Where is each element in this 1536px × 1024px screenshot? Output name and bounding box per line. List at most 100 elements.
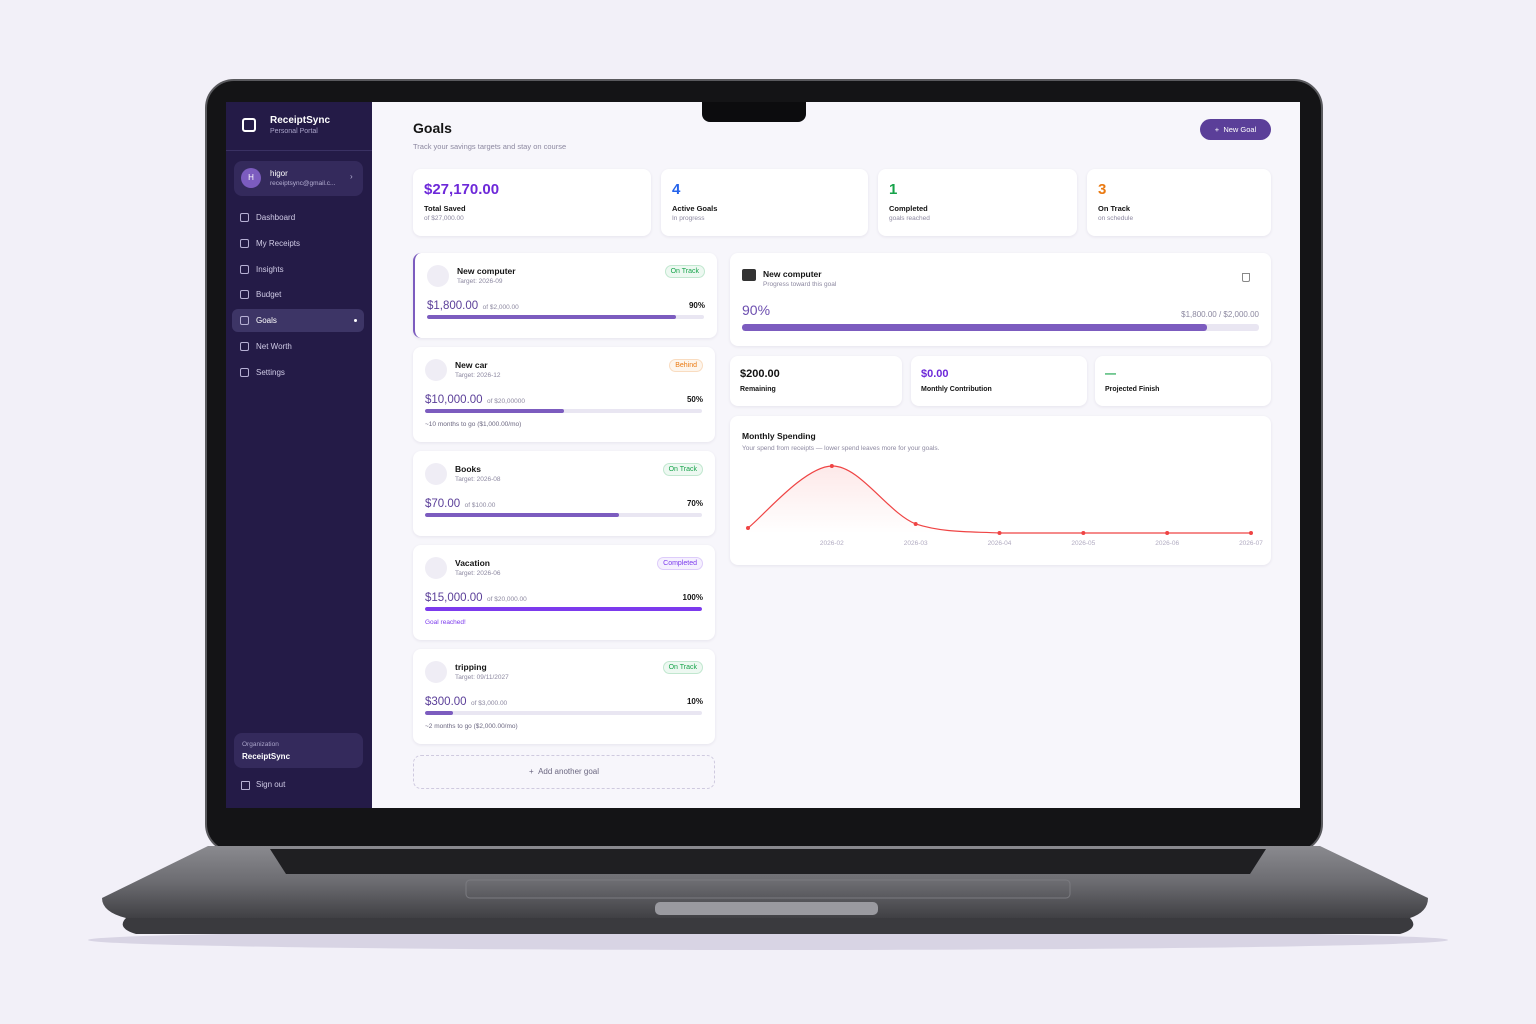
org-name: ReceiptSync [242,752,291,761]
screen: ReceiptSync Personal Portal H higor rece… [226,102,1300,808]
nav-label: Settings [256,367,285,377]
stat-card: $27,170.00 Total Saved of $27,000.00 [413,169,651,236]
goal-card[interactable]: Vacation Target: 2026-06 Completed $15,000.… [413,545,715,640]
sign-out[interactable]: Sign out [256,780,286,789]
goal-saved: $300.00 [425,696,467,708]
goal-amount: $300.00 of $3,000.00 [425,692,507,710]
stat-sub: In progress [672,215,705,222]
nav-label: Insights [256,264,284,274]
goal-track [425,513,702,517]
nav-item[interactable]: Net Worth [232,335,364,358]
stat-sub: goals reached [889,215,930,222]
goal-progress [427,315,677,319]
stat-value: 4 [672,181,681,198]
stat-value: $27,170.00 [424,181,500,198]
user-name: higor [270,169,288,178]
nav-item[interactable]: Dashboard [232,206,364,229]
nav-item[interactable]: Goals [232,309,364,333]
goal-card[interactable]: New computer Target: 2026-09 On Track $1,80… [413,253,717,338]
metric-label: Remaining [740,386,776,393]
stat-card: 4 Active Goals In progress [661,169,868,236]
point [913,521,918,526]
nav-item[interactable]: Insights [232,258,364,281]
detail-percent: 90% [742,302,771,318]
goal-card[interactable]: tripping Target: 09/11/2027 On Track $300.0… [413,649,715,744]
goal-progress [425,711,453,715]
nav-icon [240,238,249,248]
delete-icon[interactable] [1242,273,1250,282]
chart: 2026-02 2026-03 2026-04 2026-05 2026-06 2026-… [746,464,1263,547]
brand: ReceiptSync [270,115,331,126]
goal-progress [425,409,564,413]
metric-card: $200.00 Remaining [730,356,902,406]
detail-sub: Progress toward this goal [763,281,837,288]
goal-name: tripping [455,662,487,672]
goal-percent: 10% [686,697,703,706]
brand-sub: Personal Portal [270,128,318,135]
detail-card: New computer Progress toward this goal 9… [730,253,1271,346]
area [748,465,1251,533]
metric-value: — [1105,368,1116,380]
goal-name: Vacation [455,558,490,568]
goal-target: Target: 2026-08 [455,476,501,483]
detail-name: New computer [763,269,822,279]
new-goal-button[interactable]: + New Goal [1200,119,1271,140]
sign-out-icon [241,781,250,790]
goal-percent: 70% [686,499,703,508]
goal-of: of $3,000.00 [471,700,508,707]
goal-saved: $10,000.00 [425,394,483,406]
x-tick-label: 2026-03 [904,540,928,547]
stat-value: 1 [889,181,898,198]
goal-target: Target: 2026-09 [457,278,503,285]
goal-card[interactable]: New car Target: 2026-12 Behind $10,000.00 o… [413,347,715,442]
nav-item[interactable]: Budget [232,283,364,306]
goal-name: New computer [457,266,516,276]
goal-card[interactable]: Books Target: 2026-08 On Track $70.00 of $1… [413,451,715,536]
goal-percent: 100% [682,593,703,602]
goal-saved: $15,000.00 [425,592,483,604]
goal-amount: $10,000.00 of $20,00000 [425,390,525,408]
user-box[interactable]: H higor receiptsync@gmail.c... › [234,161,363,196]
nav-label: Goals [256,316,277,326]
nav-icon [240,367,249,377]
goal-of: of $2,000.00 [482,304,519,311]
goal-track [425,607,702,611]
stat-label: Completed [889,204,928,213]
stat-label: Active Goals [672,204,718,213]
nav-item[interactable]: My Receipts [232,232,364,255]
stat-sub: on schedule [1098,215,1134,222]
nav-icon [240,264,249,274]
point [1081,531,1086,535]
goal-target: Target: 2026-12 [455,372,501,379]
status-pill: On Track [662,463,703,476]
stat-label: Total Saved [424,204,466,213]
nav-icon [240,316,249,326]
goal-track [425,711,702,715]
goal-icon [425,359,447,381]
point [1249,531,1253,535]
goal-target: Target: 09/11/2027 [455,674,509,681]
x-tick-label: 2026-07 [1239,540,1263,547]
stat-label: On Track [1098,204,1131,213]
detail-track [742,324,1259,331]
page-subtitle: Track your savings targets and stay on c… [413,142,566,151]
button-label: New Goal [1223,125,1257,134]
status-pill: Behind [669,359,703,372]
nav-item[interactable]: Settings [232,361,364,384]
add-goal[interactable]: + Add another goal [413,755,715,789]
goal-amount: $70.00 of $100.00 [425,494,495,512]
metric-card: — Projected Finish [1095,356,1271,406]
goal-percent: 50% [686,395,703,404]
chart-subtitle: Your spend from receipts — lower spend l… [742,445,940,452]
goal-amount: $1,800.00 of $2,000.00 [427,296,519,314]
chevron: › [350,172,353,181]
nav-label: My Receipts [256,238,301,248]
goal-note: ~10 months to go ($1,000.00/mo) [425,421,522,428]
stat-card: 3 On Track on schedule [1087,169,1271,236]
detail-icon [742,269,756,281]
goal-saved: $70.00 [425,498,461,510]
x-tick-label: 2026-06 [1155,540,1179,547]
goal-progress [425,607,702,611]
goal-progress [425,513,619,517]
